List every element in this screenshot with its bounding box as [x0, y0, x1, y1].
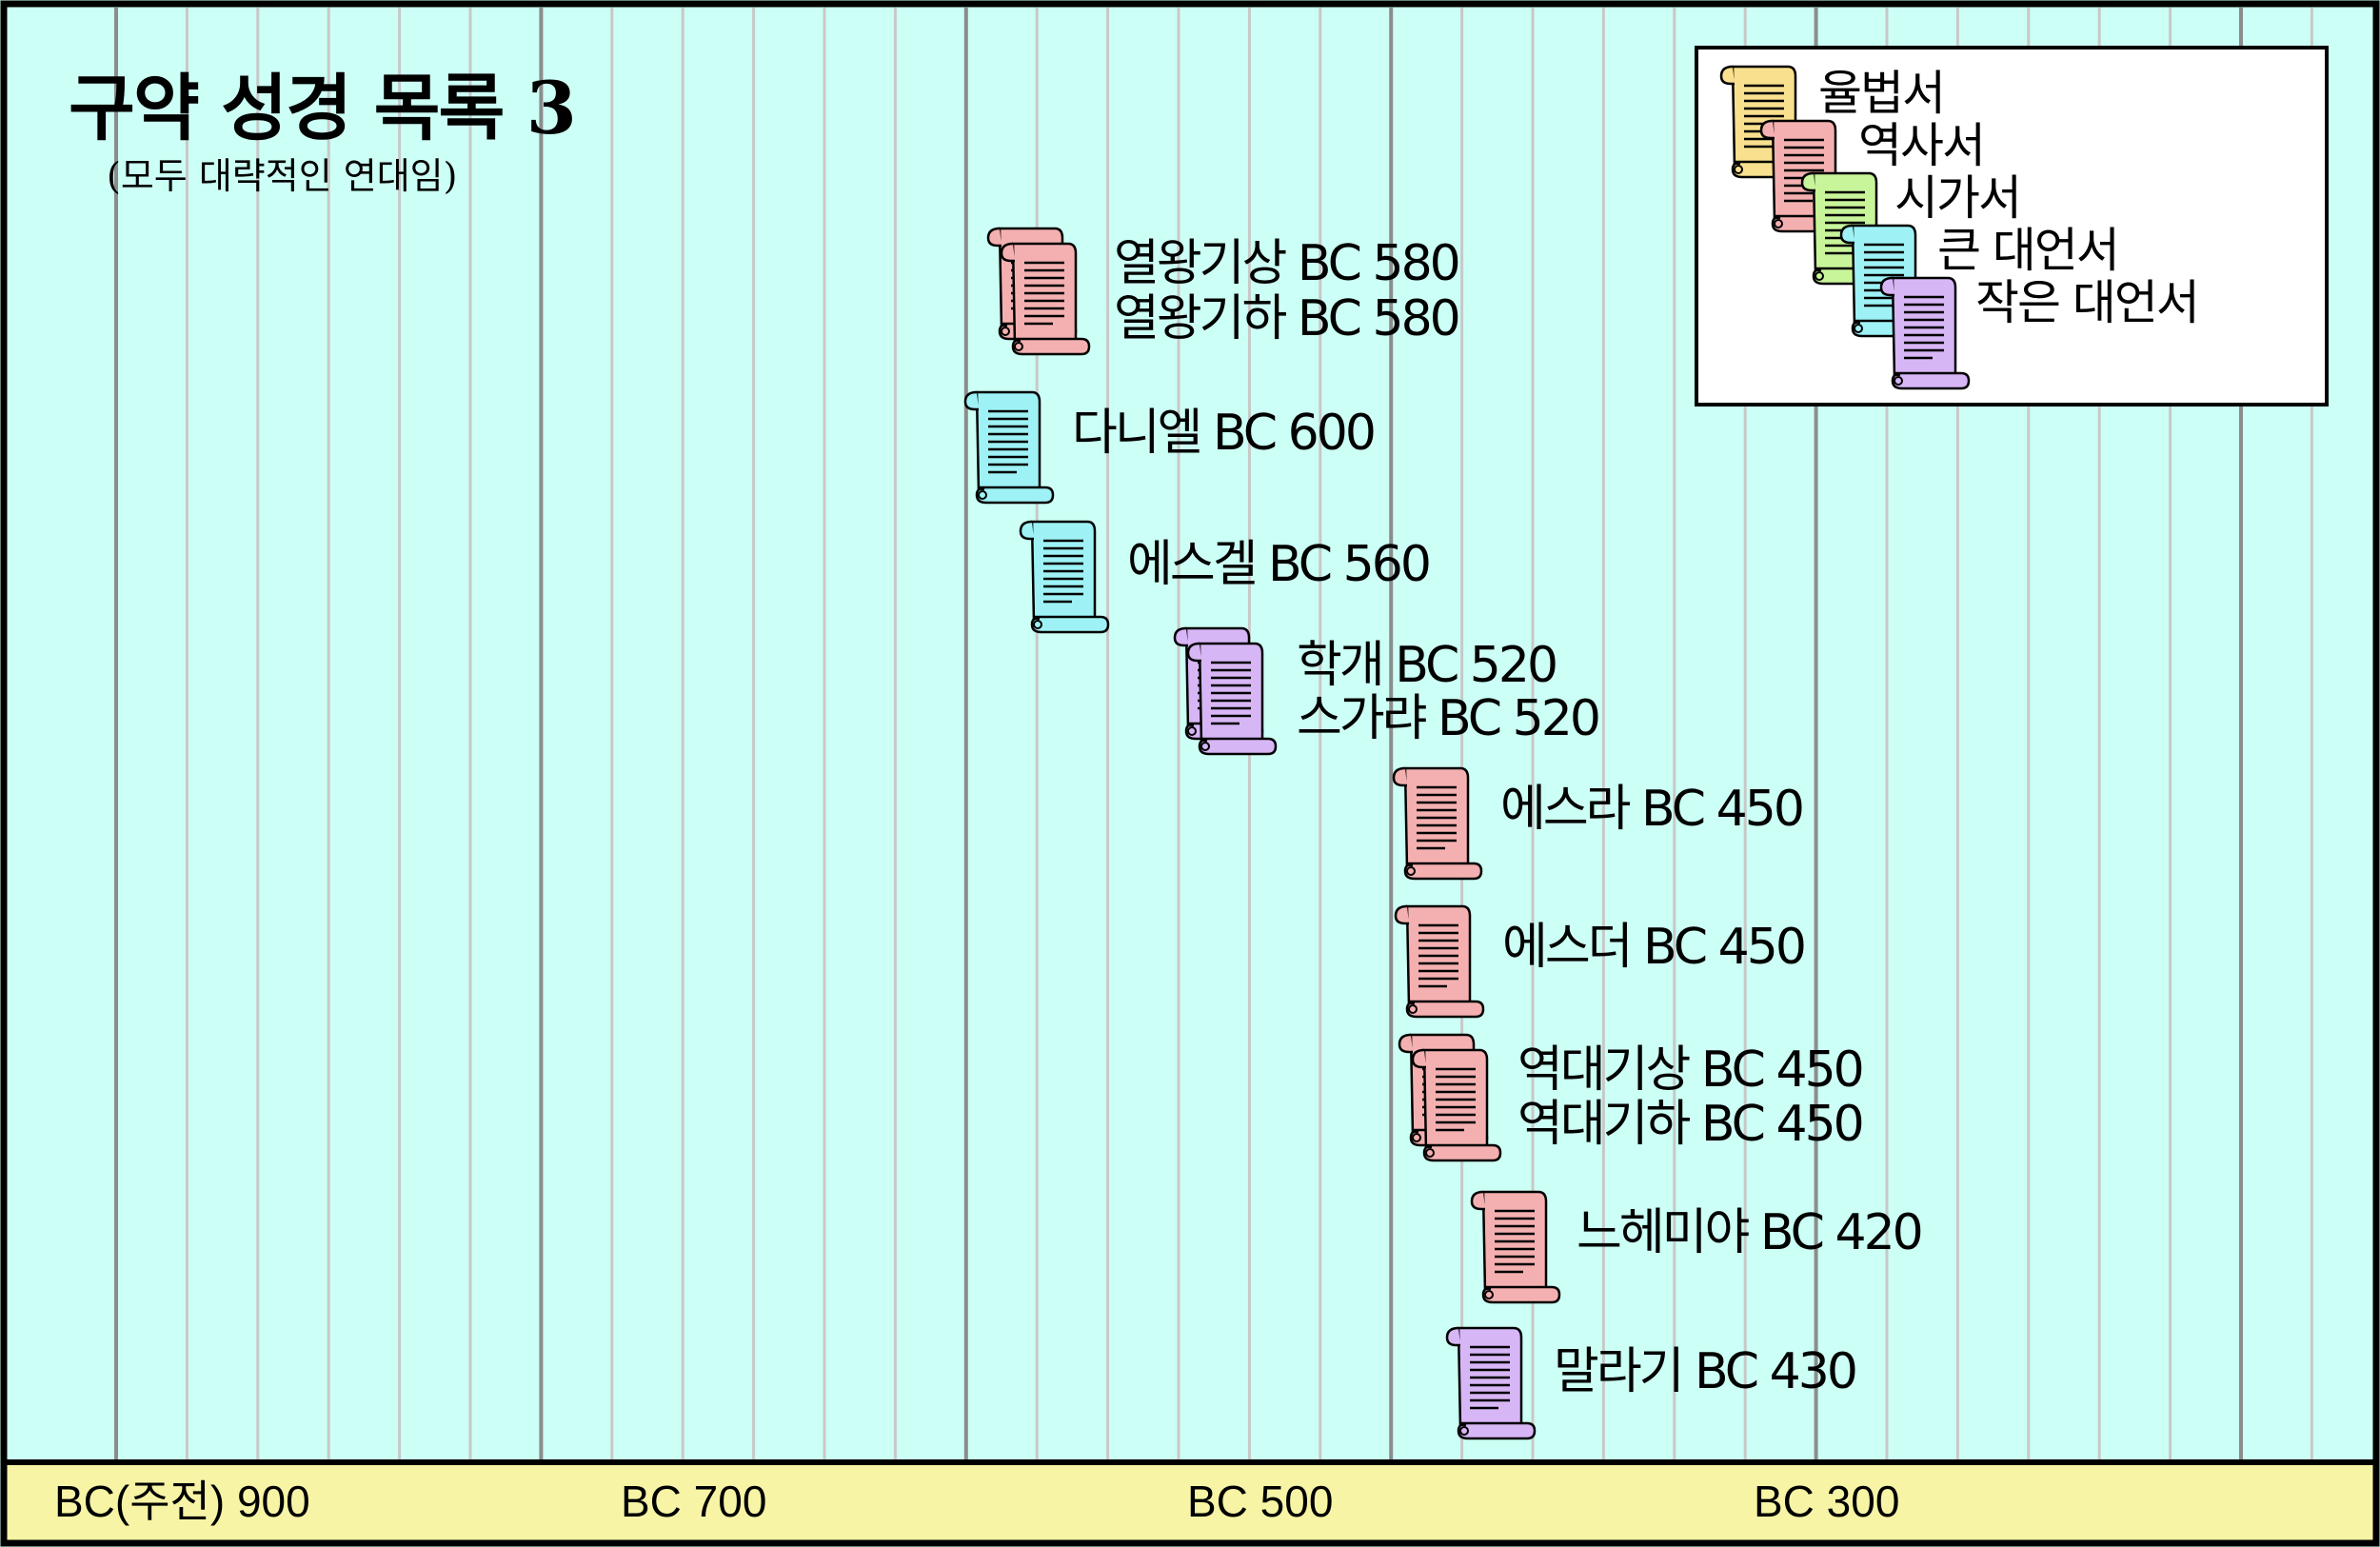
- axis-tick-label: BC(주전) 900: [54, 1477, 310, 1526]
- legend-label: 시가서: [1894, 170, 2020, 226]
- book-scroll-icon: [1470, 1190, 1561, 1304]
- book-scroll-icon: [1445, 1326, 1537, 1440]
- book-label: 열왕기상 BC 580: [1114, 235, 1458, 292]
- book-scroll-icon: [1394, 904, 1485, 1019]
- axis-tick-label: BC 300: [1754, 1477, 1899, 1526]
- book-scroll-icon: [1411, 1048, 1502, 1162]
- book-scroll-icon: [1019, 520, 1110, 634]
- gridlines: [114, 8, 2313, 1462]
- book-label: 다니엘 BC 600: [1072, 405, 1374, 462]
- axis-ticks: BC(주전) 900 BC 700 BC 500 BC 300: [54, 1477, 1899, 1526]
- book-scroll-icon: [1000, 242, 1091, 356]
- book-label: 학개 BC 520: [1297, 637, 1556, 694]
- book-label: 에스겔 BC 560: [1127, 536, 1429, 593]
- book-label: 에스라 BC 450: [1500, 781, 1802, 838]
- book-scroll-icon: [963, 390, 1055, 505]
- axis-tick-label: BC 700: [621, 1477, 766, 1526]
- axis-tick-label: BC 500: [1187, 1477, 1333, 1526]
- book-label: 역대기하 BC 450: [1517, 1096, 1862, 1153]
- legend-label: 율법서: [1818, 66, 1944, 121]
- book-label: 스가랴 BC 520: [1297, 690, 1598, 747]
- book-label: 에스더 BC 450: [1502, 919, 1804, 976]
- book-label: 열왕기하 BC 580: [1114, 290, 1458, 347]
- book-label: 역대기상 BC 450: [1517, 1041, 1862, 1099]
- book-label: 느헤미야 BC 420: [1577, 1204, 1921, 1261]
- legend-label: 큰 대언서: [1937, 223, 2118, 278]
- book-scroll-icon: [1392, 766, 1483, 881]
- legend-scroll-icon: [1879, 276, 1971, 390]
- axis-band: [1, 1459, 2379, 1546]
- legend-label: 역사서: [1858, 118, 1984, 173]
- diagram-subtitle: (모두 대략적인 연대임): [107, 155, 457, 197]
- diagram-title: 구약 성경 목록 3: [69, 66, 575, 150]
- book-scroll-icon: [1186, 642, 1278, 756]
- book-label: 말라기 BC 430: [1554, 1343, 1855, 1400]
- legend-label: 작은 대언서: [1975, 275, 2198, 330]
